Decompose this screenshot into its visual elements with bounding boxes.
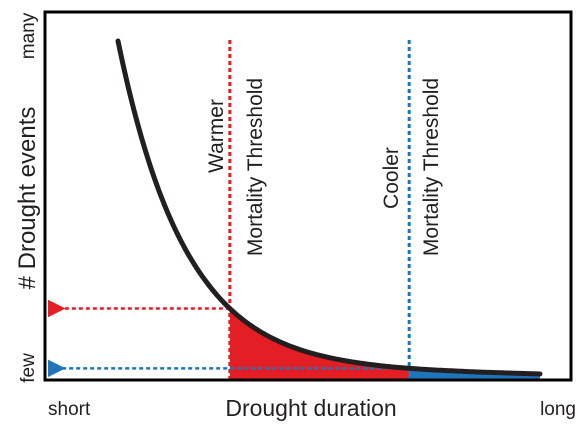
y-tick-low-label: few: [18, 353, 39, 383]
cool-threshold-label-line1: Cooler: [380, 147, 403, 209]
y-tick-high-label: many: [18, 12, 39, 59]
y-axis-title: # Drought events: [14, 107, 41, 290]
warm-tail-area: [229, 308, 410, 379]
warm-threshold-label-line1: Warmer: [205, 99, 228, 173]
x-axis-title: Drought duration: [225, 395, 396, 421]
x-tick-high-label: long: [540, 399, 576, 420]
plot-frame: [43, 10, 573, 382]
drought-frequency-curve: [115, 38, 543, 377]
warm-threshold-label-line2: Mortality Threshold: [244, 78, 267, 256]
cool-threshold-label-line2: Mortality Threshold: [420, 78, 443, 256]
x-tick-low-label: short: [48, 399, 91, 420]
